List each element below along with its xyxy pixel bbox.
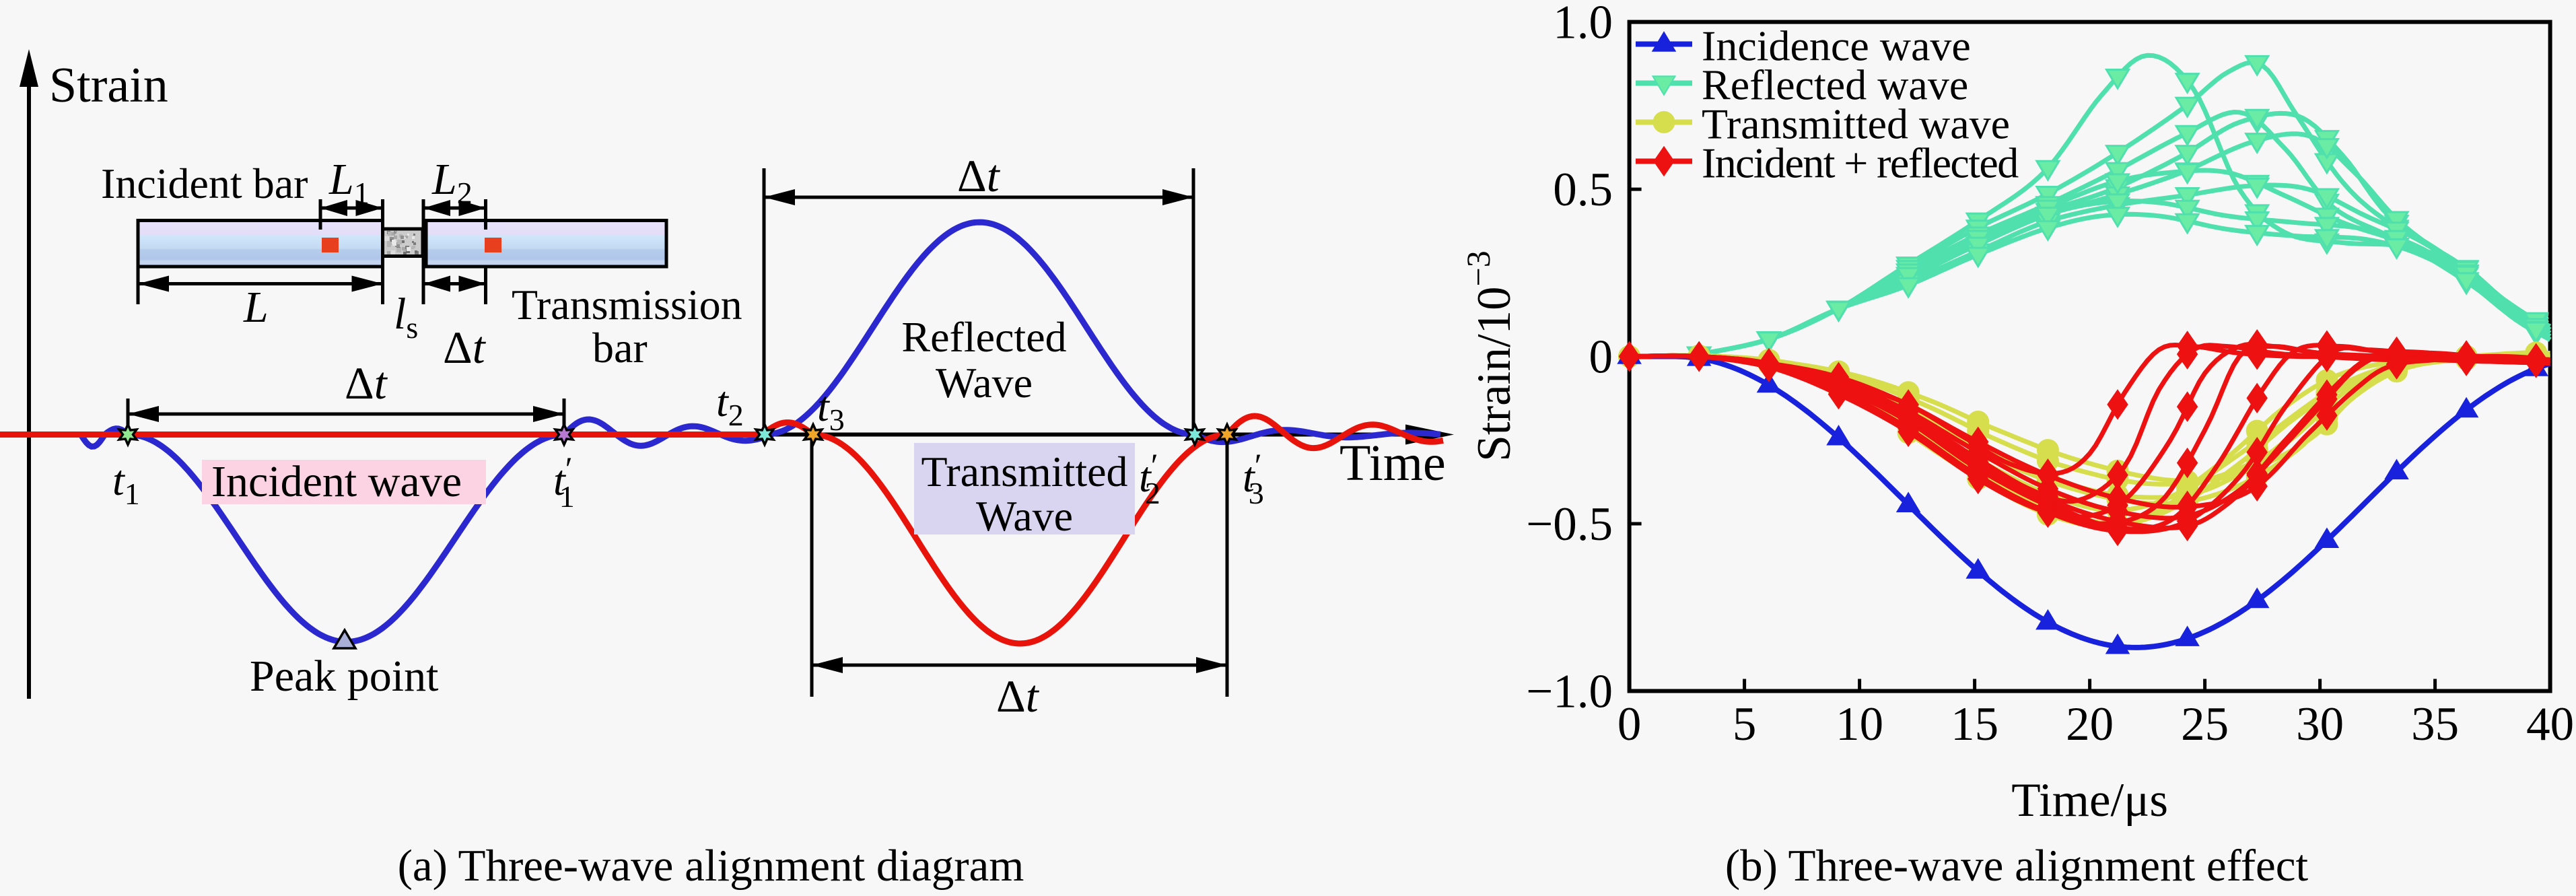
- svg-text:Peak point: Peak point: [250, 652, 438, 701]
- svg-text:Δt: Δt: [957, 150, 1001, 201]
- svg-text:Incidence wave: Incidence wave: [1702, 22, 1971, 70]
- svg-text:−1.0: −1.0: [1526, 666, 1613, 718]
- svg-text:Transmitted wave: Transmitted wave: [1702, 100, 2010, 148]
- svg-text:t′3: t′ 3: [1243, 446, 1264, 510]
- svg-text:10: 10: [1836, 698, 1883, 751]
- svg-text:t′1: t′ 1: [553, 450, 575, 514]
- svg-text:1.0: 1.0: [1553, 0, 1613, 49]
- svg-text:Wave: Wave: [976, 492, 1073, 540]
- svg-text:L: L: [243, 283, 269, 332]
- svg-text:Transmitted: Transmitted: [921, 448, 1128, 495]
- svg-text:Time/μs: Time/μs: [2011, 774, 2168, 827]
- svg-text:Δt: Δt: [996, 670, 1040, 722]
- svg-text:bar: bar: [592, 324, 648, 372]
- svg-text:0: 0: [1617, 698, 1642, 751]
- svg-text:t1: t1: [112, 456, 140, 511]
- svg-text:Δt: Δt: [443, 322, 487, 373]
- svg-text:(a) Three-wave alignment diagr: (a) Three-wave alignment diagram: [398, 841, 1024, 891]
- svg-text:ls: ls: [394, 289, 418, 345]
- svg-text:15: 15: [1951, 698, 1998, 751]
- svg-text:Incident bar: Incident bar: [101, 160, 308, 207]
- svg-text:Strain/10−3: Strain/10−3: [1459, 250, 1521, 462]
- svg-text:Transmission: Transmission: [512, 281, 742, 329]
- svg-text:Wave: Wave: [936, 359, 1033, 407]
- svg-text:0: 0: [1589, 331, 1613, 384]
- svg-text:25: 25: [2181, 698, 2229, 751]
- svg-text:t′2: t′ 2: [1139, 446, 1160, 510]
- svg-text:t2: t2: [716, 378, 744, 432]
- svg-text:Strain: Strain: [49, 58, 168, 113]
- svg-text:(b) Three-wave alignment effec: (b) Three-wave alignment effect: [1725, 841, 2309, 891]
- svg-text:40: 40: [2526, 698, 2574, 751]
- svg-text:Δt: Δt: [345, 357, 388, 409]
- svg-text:Reflected wave: Reflected wave: [1702, 61, 1968, 109]
- svg-text:30: 30: [2296, 698, 2344, 751]
- svg-text:5: 5: [1733, 698, 1757, 751]
- svg-text:20: 20: [2066, 698, 2114, 751]
- svg-text:L1: L1: [328, 155, 370, 210]
- svg-text:Incident + reflected: Incident + reflected: [1702, 139, 2019, 187]
- svg-text:Incident wave: Incident wave: [211, 457, 462, 506]
- svg-text:Reflected: Reflected: [901, 313, 1066, 361]
- svg-text:L2: L2: [431, 155, 473, 210]
- svg-text:0.5: 0.5: [1553, 164, 1613, 216]
- svg-text:−0.5: −0.5: [1526, 498, 1613, 551]
- svg-text:35: 35: [2411, 698, 2459, 751]
